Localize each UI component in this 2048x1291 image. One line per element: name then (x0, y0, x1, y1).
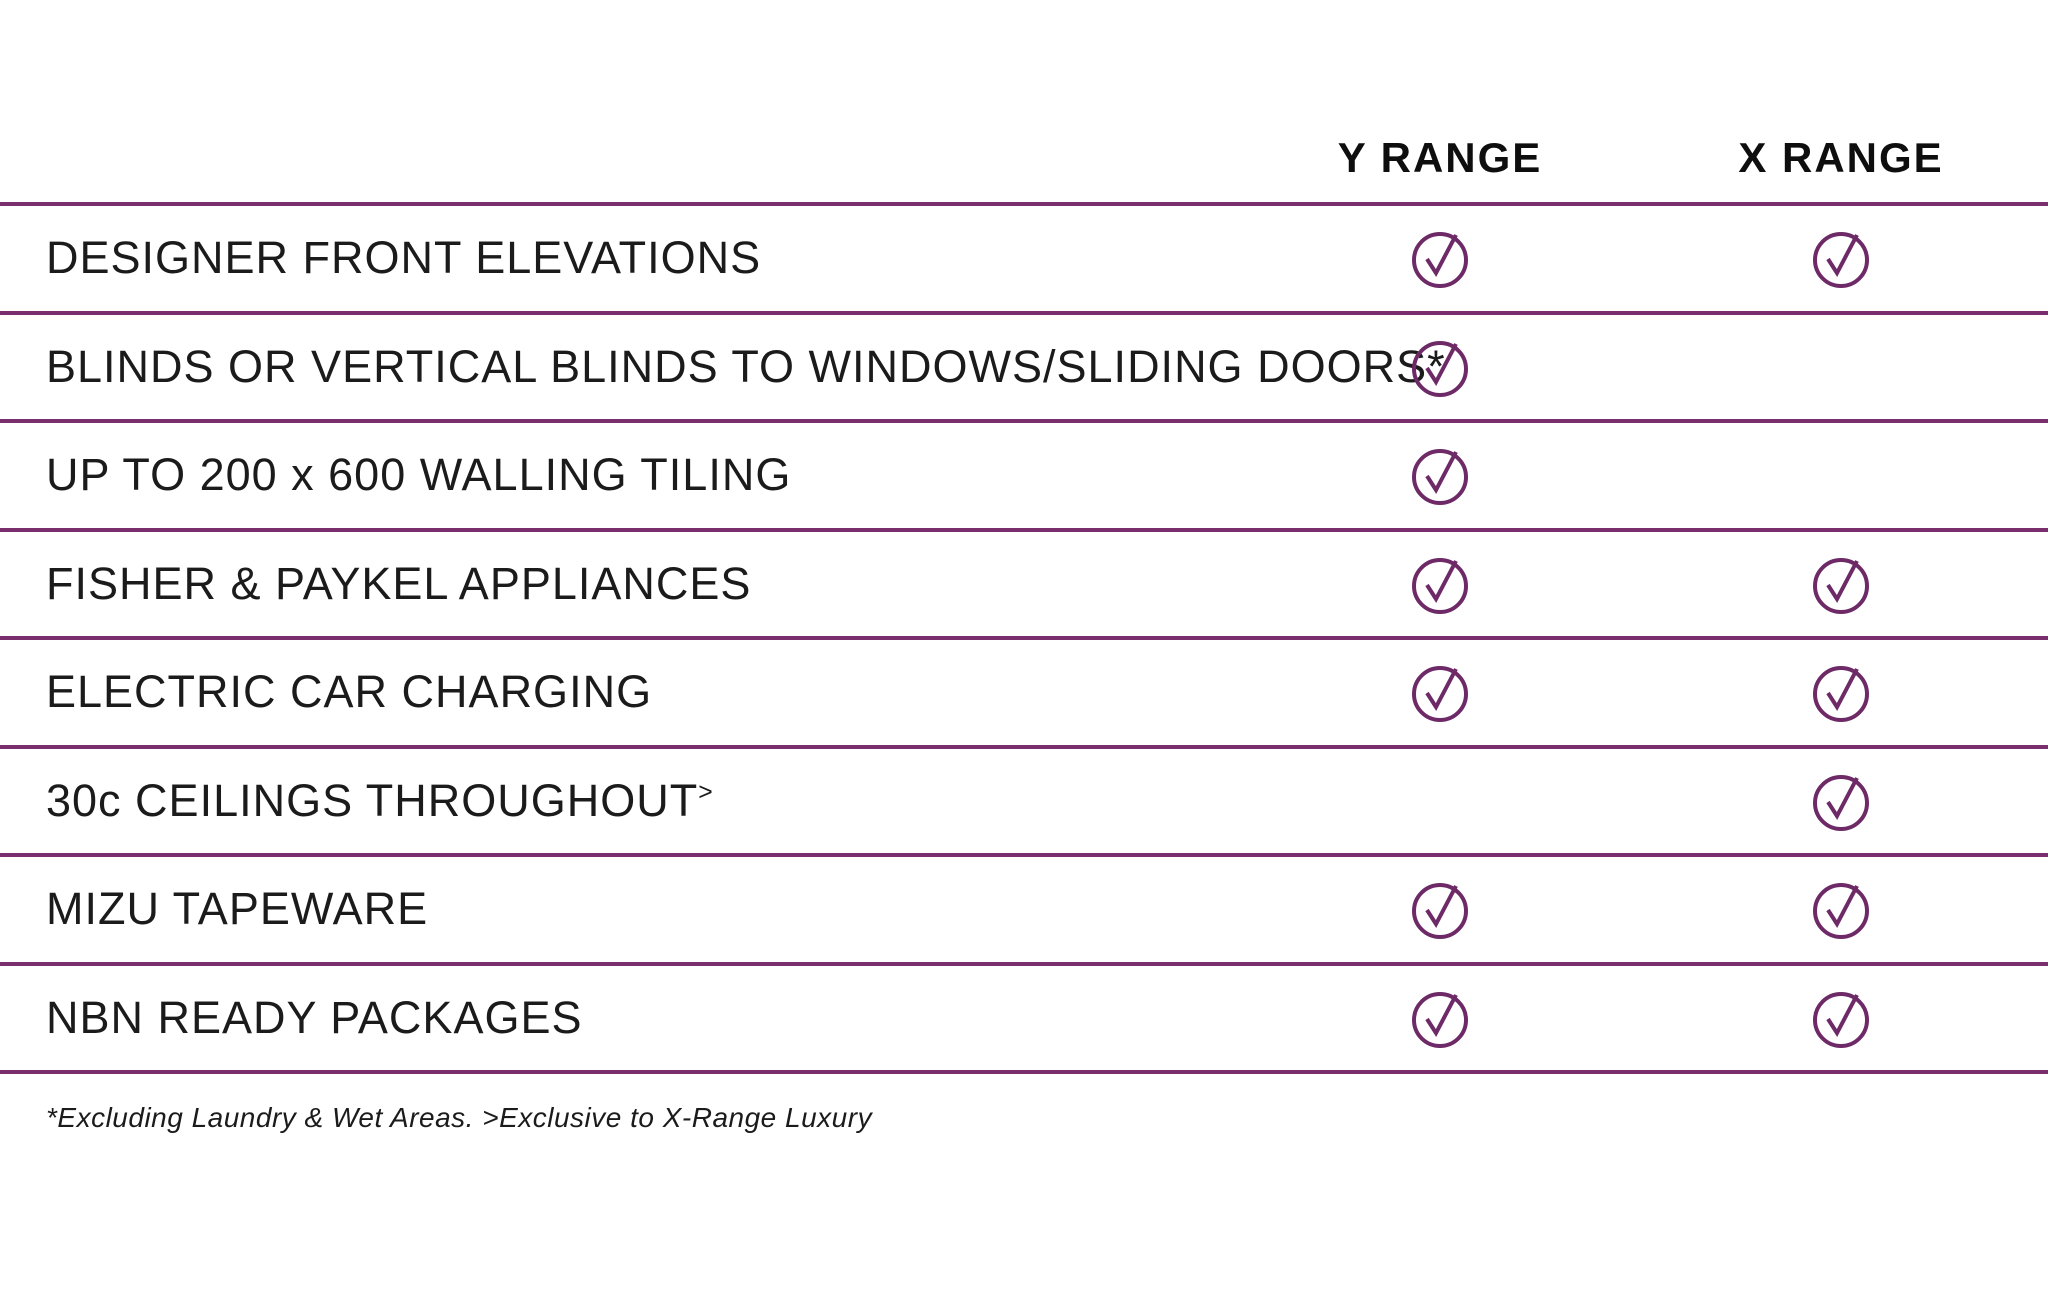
check-circle-icon-x-range (1809, 552, 1873, 616)
feature-cell: DESIGNER FRONT ELEVATIONS (46, 232, 761, 284)
column-header-y-range: Y RANGE (1337, 134, 1543, 181)
comparison-table: DESIGNER FRONT ELEVATIONS BLINDS OR VERT… (0, 202, 2048, 1074)
table-row: BLINDS OR VERTICAL BLINDS TO WINDOWS/SLI… (0, 310, 2048, 420)
check-circle-icon-y-range (1408, 335, 1472, 399)
check-circle-icon-y-range (1408, 226, 1472, 290)
feature-cell: NBN READY PACKAGES (46, 992, 583, 1044)
feature-label: DESIGNER FRONT ELEVATIONS (46, 232, 762, 284)
feature-cell: ELECTRIC CAR CHARGING (46, 666, 652, 718)
feature-cell: BLINDS OR VERTICAL BLINDS TO WINDOWS/SLI… (46, 341, 1446, 393)
check-circle-icon-x-range (1809, 986, 1873, 1050)
feature-label: UP TO 200 x 600 WALLING TILING (46, 449, 792, 501)
feature-label: FISHER & PAYKEL APPLIANCES (46, 557, 752, 609)
check-circle-icon-y-range (1408, 443, 1472, 507)
table-row: ELECTRIC CAR CHARGING (0, 636, 2048, 745)
feature-cell: 30c CEILINGS THROUGHOUT> (46, 775, 714, 827)
feature-label: BLINDS OR VERTICAL BLINDS TO WINDOWS/SLI… (46, 340, 1446, 392)
feature-superscript: > (698, 778, 714, 806)
check-circle-icon-y-range (1408, 660, 1472, 724)
check-circle-icon-x-range (1809, 877, 1873, 941)
feature-label: NBN READY PACKAGES (46, 991, 583, 1043)
table-row: NBN READY PACKAGES (0, 961, 2048, 1071)
feature-label: ELECTRIC CAR CHARGING (46, 666, 653, 718)
table-row: FISHER & PAYKEL APPLIANCES (0, 527, 2048, 637)
check-circle-icon-x-range (1809, 660, 1873, 724)
footnote: *Excluding Laundry & Wet Areas. >Exclusi… (46, 1102, 873, 1133)
check-circle-icon-y-range (1408, 986, 1472, 1050)
feature-label: 30c CEILINGS THROUGHOUT (46, 774, 699, 826)
table-row: 30c CEILINGS THROUGHOUT> (0, 744, 2048, 854)
check-circle-icon-y-range (1408, 552, 1472, 616)
table-row: DESIGNER FRONT ELEVATIONS (0, 202, 2048, 311)
feature-label: MIZU TAPEWARE (46, 883, 429, 935)
column-header-x-range: X RANGE (1738, 134, 1944, 181)
feature-cell: UP TO 200 x 600 WALLING TILING (46, 449, 791, 501)
check-circle-icon-x-range (1809, 226, 1873, 290)
check-circle-icon-y-range (1408, 877, 1472, 941)
check-circle-icon-x-range (1809, 769, 1873, 833)
feature-cell: FISHER & PAYKEL APPLIANCES (46, 558, 751, 610)
table-row: MIZU TAPEWARE (0, 853, 2048, 962)
table-row: UP TO 200 x 600 WALLING TILING (0, 419, 2048, 528)
feature-cell: MIZU TAPEWARE (46, 883, 428, 935)
